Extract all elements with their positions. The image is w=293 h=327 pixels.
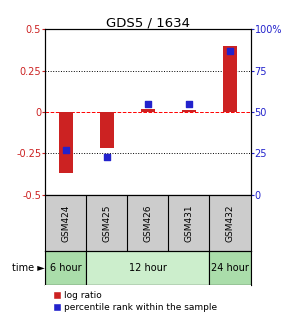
Bar [182,111,196,112]
Bar [100,112,114,148]
Text: GSM432: GSM432 [226,204,234,242]
Bar [59,112,73,173]
Text: GSM424: GSM424 [62,204,70,242]
Point [64,147,68,153]
Bar [141,109,155,112]
Point [187,101,191,106]
Point [228,48,232,54]
Text: GSM425: GSM425 [103,204,111,242]
Text: 24 hour: 24 hour [211,263,249,273]
Bar [209,251,251,285]
Text: GSM426: GSM426 [144,204,152,242]
Bar [223,46,237,112]
Bar [86,251,209,285]
Bar [45,251,86,285]
Text: time ►: time ► [12,263,45,273]
Text: GSM431: GSM431 [185,204,193,242]
Title: GDS5 / 1634: GDS5 / 1634 [106,16,190,29]
Point [146,101,150,106]
Text: 6 hour: 6 hour [50,263,82,273]
Point [105,154,109,159]
Text: 12 hour: 12 hour [129,263,167,273]
Legend: log ratio, percentile rank within the sample: log ratio, percentile rank within the sa… [50,287,221,316]
